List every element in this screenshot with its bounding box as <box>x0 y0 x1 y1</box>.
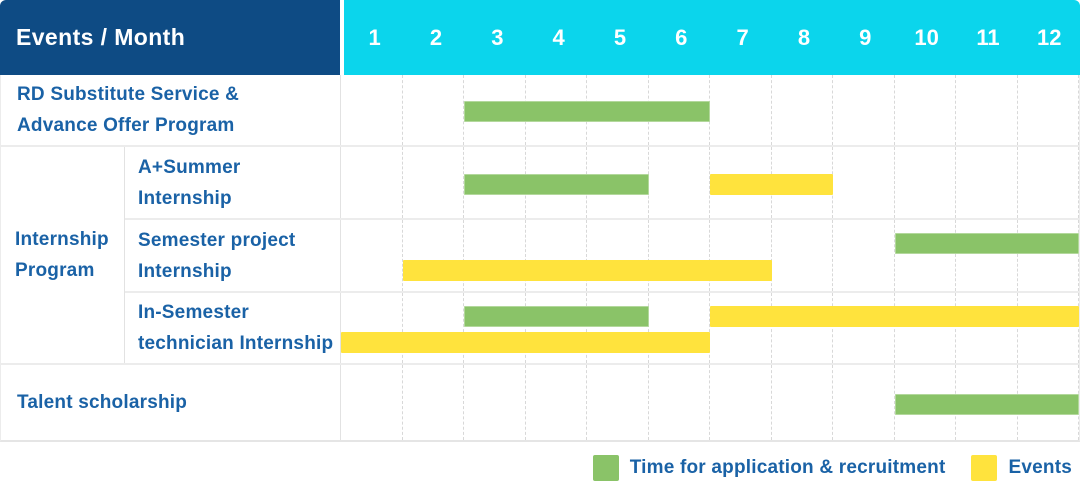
header-row: Events / Month 1 2 3 4 5 6 7 8 9 10 11 12 <box>0 0 1080 75</box>
gantt-row: Talent scholarship <box>1 365 1079 440</box>
month-grid <box>341 75 1079 145</box>
gantt-body: RD Substitute Service & Advance Offer Pro… <box>0 75 1080 442</box>
grid-cell <box>1018 147 1079 218</box>
grid-cell <box>649 293 710 363</box>
grid-cell <box>772 293 833 363</box>
gantt-bar-recruitment <box>464 101 710 122</box>
grid-cell <box>403 220 464 291</box>
grid-cell <box>833 220 895 291</box>
month-header: 1 2 3 4 5 6 7 8 9 10 11 12 <box>340 0 1080 75</box>
grid-cell <box>649 147 710 218</box>
month-header-cell: 12 <box>1037 25 1062 50</box>
grid-cell <box>833 293 895 363</box>
grid-cell <box>772 365 833 440</box>
grid-cell <box>464 220 526 291</box>
grid-cell <box>1018 220 1079 291</box>
grid-cell <box>464 293 526 363</box>
grid-cell <box>833 365 895 440</box>
month-header-cell: 8 <box>797 25 811 50</box>
row-label: A+Summer Internship <box>125 147 341 218</box>
legend-label-recruitment: Time for application & recruitment <box>629 457 946 478</box>
events-swatch-icon <box>971 455 998 481</box>
grid-cell <box>403 75 464 145</box>
legend-item-recruitment: Time for application & recruitment <box>592 455 946 481</box>
grid-cell <box>956 147 1018 218</box>
grid-cell <box>403 147 464 218</box>
gantt-bar-event <box>341 332 710 353</box>
grid-cell <box>649 365 710 440</box>
legend-label-events: Events <box>1008 457 1072 478</box>
grid-cell <box>526 365 587 440</box>
internship-program-group: Internship Program A+Summer Internship Semes… <box>1 147 1079 365</box>
grid-cell <box>464 365 526 440</box>
grid-cell <box>1018 75 1079 145</box>
month-header-cell: 1 <box>368 25 381 50</box>
grid-cell <box>956 220 1018 291</box>
month-header-cell: 7 <box>736 25 749 50</box>
grid-cell <box>587 365 649 440</box>
gantt-bar-recruitment <box>894 233 1079 254</box>
grid-cell <box>895 293 956 363</box>
grid-cell <box>710 365 772 440</box>
gantt-row: RD Substitute Service & Advance Offer Pro… <box>1 75 1079 147</box>
gantt-bar-recruitment <box>464 173 649 195</box>
grid-cell <box>587 293 649 363</box>
month-grid <box>341 365 1079 440</box>
month-header-cell: 3 <box>491 25 504 50</box>
row-label: Talent scholarship <box>1 365 341 440</box>
grid-cell <box>772 75 833 145</box>
grid-cell <box>833 147 895 218</box>
header-title-cell: Events / Month <box>0 0 340 75</box>
row-label: In-Semester technician Internship <box>125 293 341 363</box>
gantt-row: A+Summer Internship <box>125 147 1079 220</box>
grid-cell <box>341 147 403 218</box>
grid-cell <box>956 75 1018 145</box>
grid-cell <box>956 293 1018 363</box>
grid-cell <box>649 220 710 291</box>
grid-cell <box>341 75 403 145</box>
grid-cell <box>895 147 956 218</box>
month-header-cell: 10 <box>914 25 939 50</box>
month-grid <box>341 220 1079 291</box>
gantt-bar-event <box>402 260 772 281</box>
month-grid <box>341 293 1079 363</box>
grid-cell <box>526 293 587 363</box>
group-label: Internship Program <box>1 147 125 363</box>
gantt-bar-recruitment <box>894 393 1079 415</box>
row-label: RD Substitute Service & Advance Offer Pro… <box>1 75 341 145</box>
grid-cell <box>895 75 956 145</box>
month-header-cell: 4 <box>552 25 565 50</box>
grid-cell <box>710 293 772 363</box>
grid-cell <box>772 220 833 291</box>
month-header-cell: 6 <box>675 25 688 50</box>
grid-cell <box>403 365 464 440</box>
grid-cell <box>833 75 895 145</box>
month-header-cell: 11 <box>976 25 1000 50</box>
gantt-row: In-Semester technician Internship <box>125 293 1079 363</box>
month-header-cell: 2 <box>429 25 443 50</box>
gantt-bar-event <box>710 306 1079 327</box>
grid-cell <box>526 220 587 291</box>
recruitment-swatch-icon <box>592 455 619 481</box>
grid-cell <box>587 220 649 291</box>
gantt-bar-event <box>710 173 833 195</box>
grid-cell <box>710 75 772 145</box>
page-title: Events / Month <box>16 24 186 50</box>
month-grid <box>341 147 1079 218</box>
grid-cell <box>341 220 403 291</box>
legend-item-events: Events <box>971 455 1072 481</box>
grid-cell <box>341 365 403 440</box>
row-label: Semester project Internship <box>125 220 341 291</box>
grid-cell <box>710 220 772 291</box>
month-header-cell: 5 <box>613 25 627 50</box>
gantt-row: Semester project Internship <box>125 220 1079 293</box>
grid-cell <box>403 293 464 363</box>
grid-cell <box>895 220 956 291</box>
gantt-bar-recruitment <box>464 306 649 327</box>
grid-cell <box>341 293 403 363</box>
month-header-cell: 9 <box>859 25 872 50</box>
legend: Time for application & recruitment Event… <box>0 442 1080 494</box>
grid-cell <box>1018 293 1079 363</box>
